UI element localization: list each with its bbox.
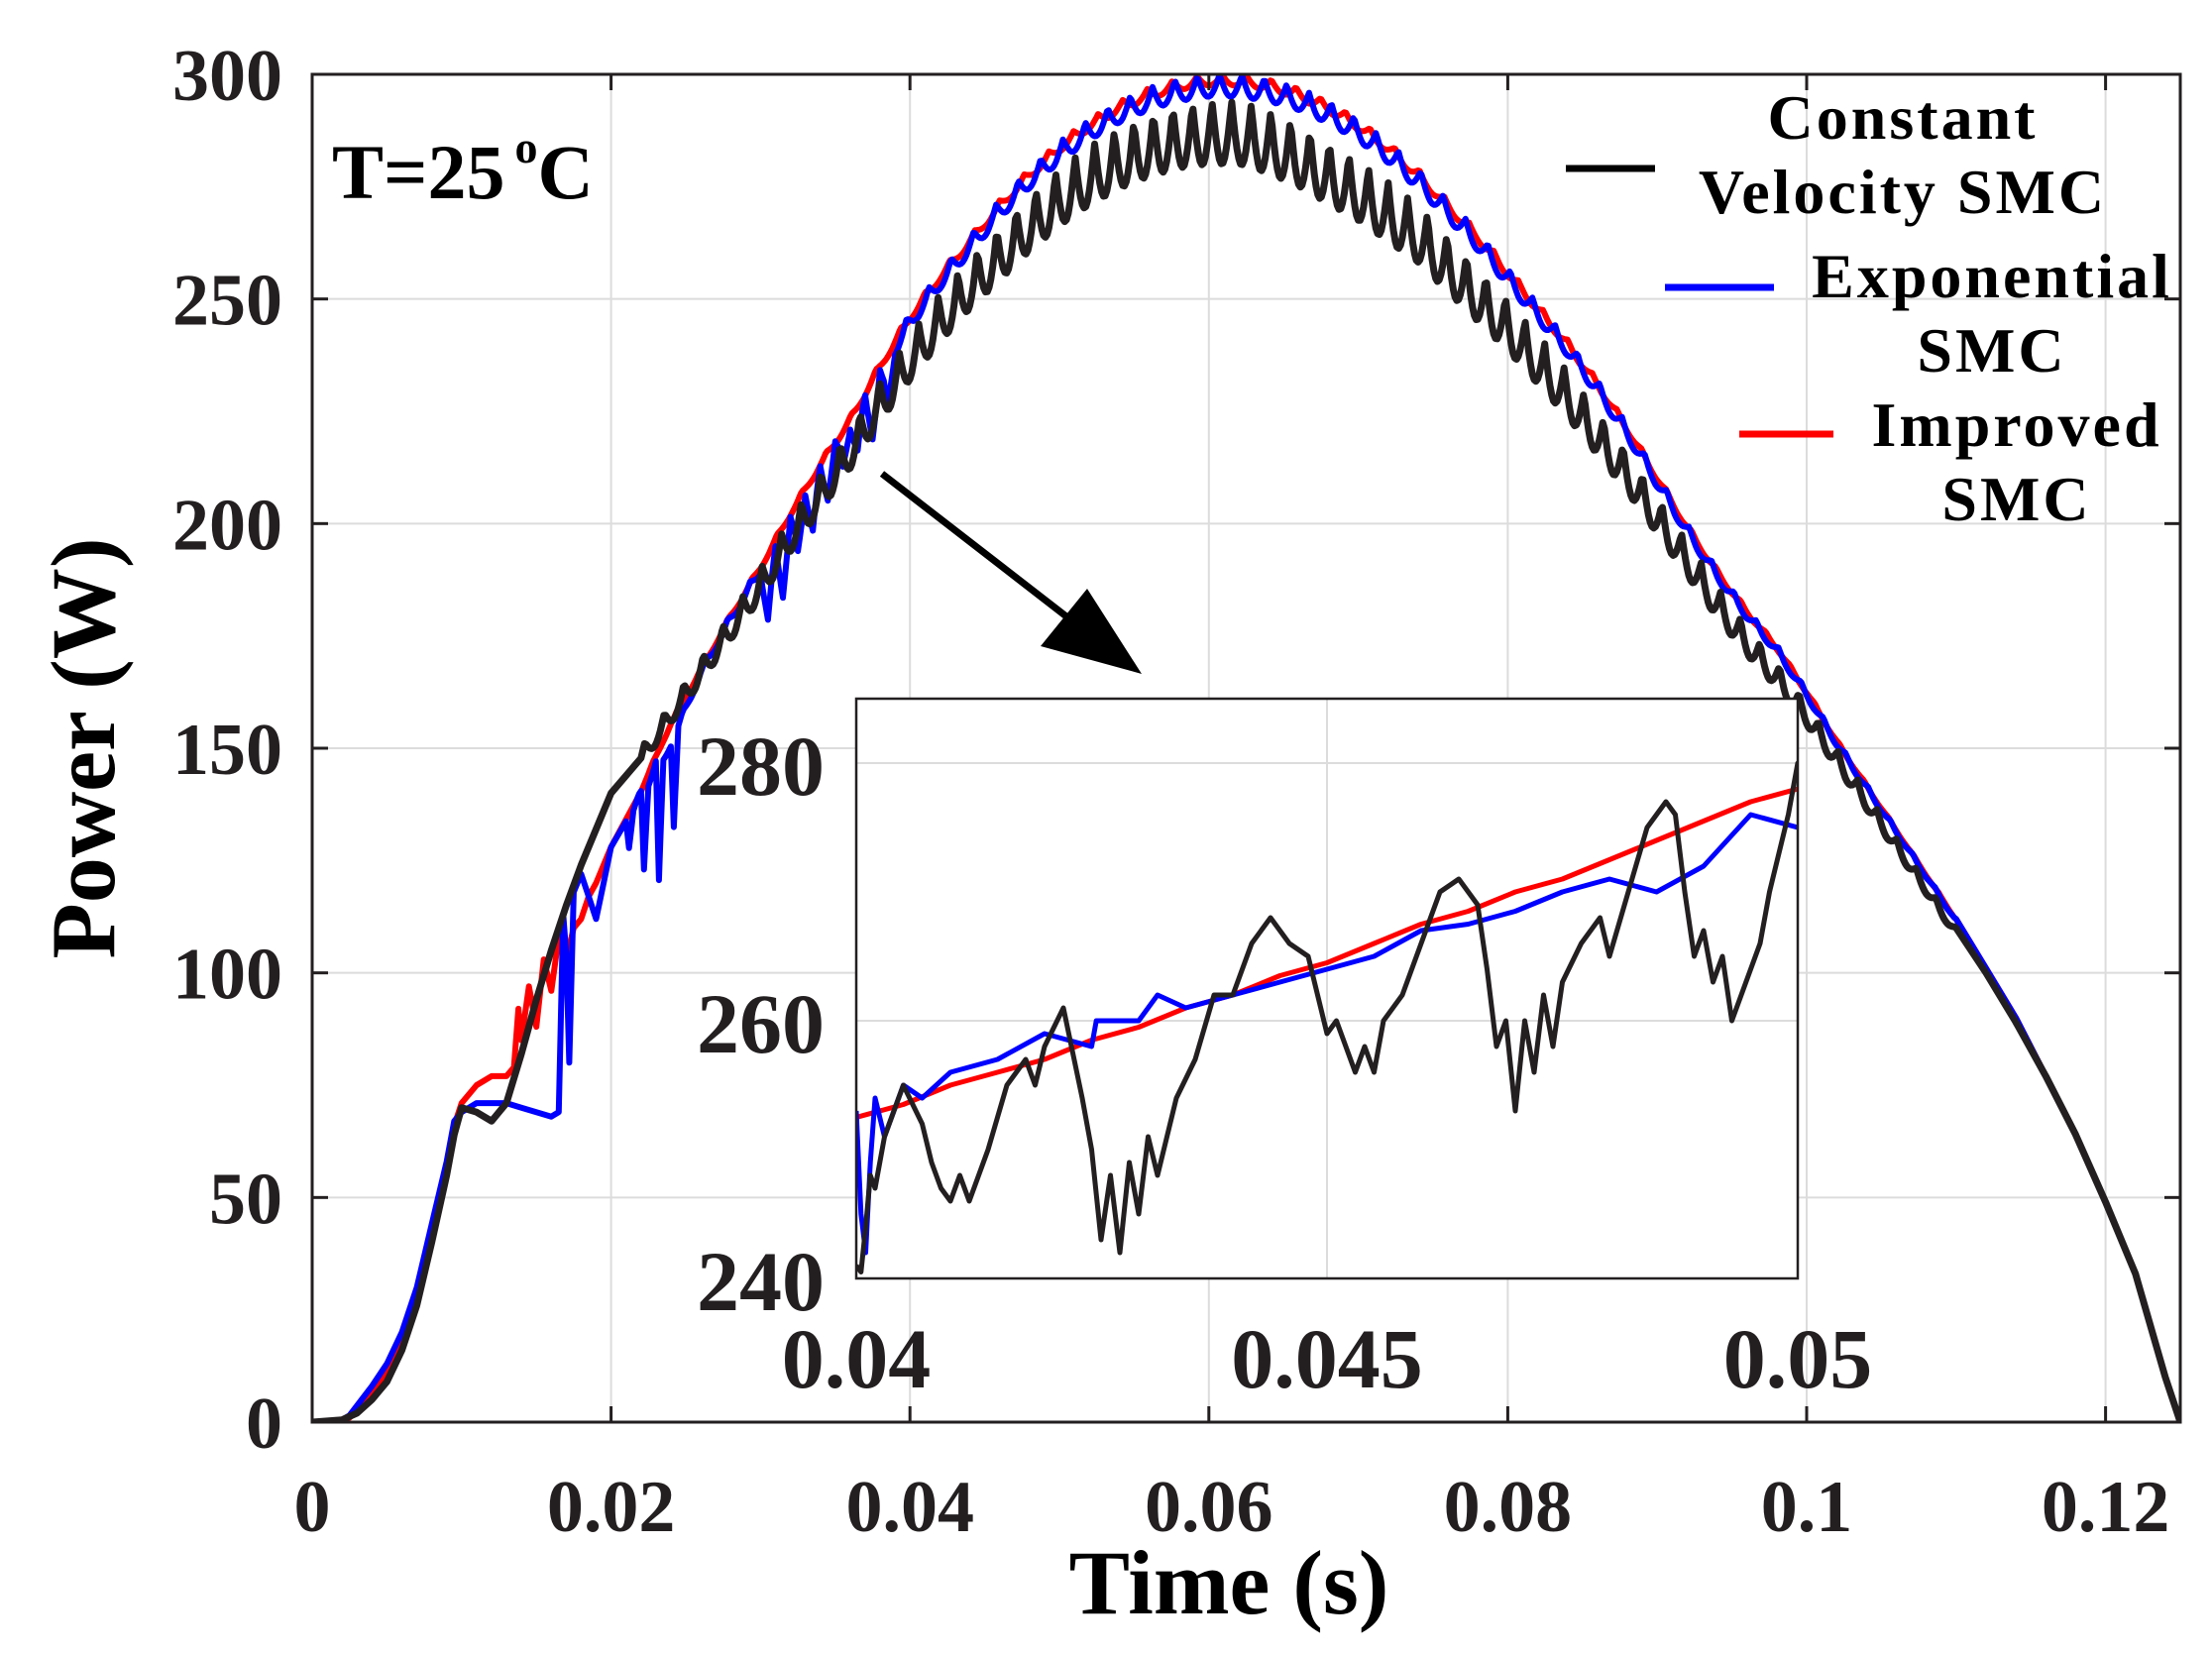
legend-label-improved: Improved bbox=[1871, 389, 2161, 460]
inset-x-axis: 0.04 0.045 0.05 bbox=[782, 1311, 1873, 1406]
legend-label-exponential: SMC bbox=[1917, 315, 2066, 386]
inset-x-tick-label: 0.05 bbox=[1723, 1311, 1873, 1406]
y-tick-label: 250 bbox=[172, 261, 282, 342]
main-series-group bbox=[312, 74, 2180, 1422]
x-tick-label: 0.1 bbox=[1761, 1467, 1853, 1548]
x-tick-label: 0.04 bbox=[845, 1467, 974, 1548]
series-line-constant-velocity-smc bbox=[312, 98, 2180, 1422]
legend-label-improved: SMC bbox=[1941, 464, 2091, 534]
main-x-axis: 0 0.02 0.04 0.06 0.08 0.1 0.12 bbox=[294, 74, 2170, 1548]
x-tick-label: 0 bbox=[294, 1467, 331, 1548]
inset-y-axis: 240 260 280 bbox=[697, 718, 825, 1329]
main-y-axis: 0 50 100 150 200 250 300 bbox=[172, 36, 2180, 1465]
x-tick-label: 0.08 bbox=[1444, 1467, 1573, 1548]
inset-series-group bbox=[856, 760, 1798, 1274]
x-tick-label: 0.06 bbox=[1145, 1467, 1273, 1548]
temperature-annotation: T=25 oC bbox=[332, 122, 594, 215]
inset-y-tick-label: 260 bbox=[697, 976, 825, 1071]
y-tick-label: 100 bbox=[172, 935, 282, 1016]
legend-label-exponential: Exponential bbox=[1812, 241, 2172, 311]
x-tick-label: 0.02 bbox=[547, 1467, 676, 1548]
y-tick-label: 300 bbox=[172, 36, 282, 117]
inset-series-line-constant-velocity-smc bbox=[856, 760, 1798, 1274]
inset-x-tick-label: 0.04 bbox=[782, 1311, 932, 1406]
x-axis-label: Time (s) bbox=[1069, 1532, 1389, 1633]
inset-y-tick-label: 280 bbox=[697, 718, 825, 814]
y-tick-label: 150 bbox=[172, 710, 282, 791]
inset-y-tick-label: 240 bbox=[697, 1234, 825, 1329]
y-tick-label: 0 bbox=[246, 1383, 282, 1465]
inset-series-line-improved-smc bbox=[856, 786, 1798, 1120]
y-tick-label: 200 bbox=[172, 485, 282, 566]
legend-label-constant: Velocity SMC bbox=[1699, 157, 2107, 227]
y-tick-label: 50 bbox=[209, 1159, 282, 1240]
x-tick-label: 0.12 bbox=[2042, 1467, 2170, 1548]
inset-frame bbox=[854, 697, 1800, 1280]
inset-x-tick-label: 0.045 bbox=[1231, 1311, 1423, 1406]
y-axis-label: Power (W) bbox=[33, 538, 134, 959]
inset-arrow-head bbox=[1041, 589, 1142, 674]
legend-label-constant: Constant bbox=[1768, 82, 2039, 153]
series-line-exponential-smc bbox=[312, 74, 2180, 1422]
